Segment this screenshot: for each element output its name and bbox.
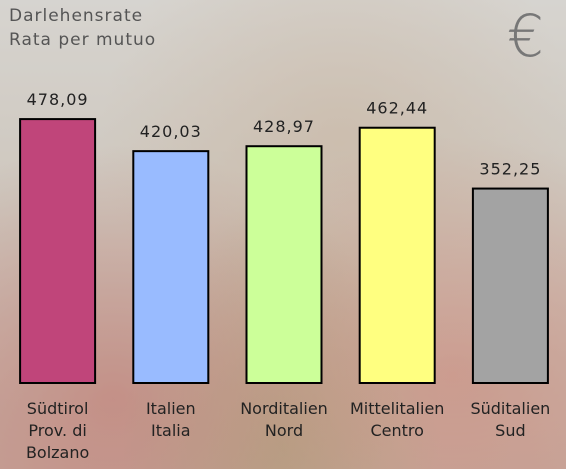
x-tick-label: Mittelitalien Centro — [339, 398, 456, 442]
bar — [360, 128, 435, 383]
x-tick-label: Norditalien Nord — [226, 398, 343, 442]
x-tick-label: Süditalien Sud — [452, 398, 566, 442]
annotation: € — [507, 2, 544, 70]
value-label: 352,25 — [479, 160, 541, 179]
chart: Darlehensrate Rata per mutuo € 478,09 420… — [0, 0, 566, 469]
chart-subtitle: Rata per mutuo — [9, 30, 156, 50]
bar — [20, 119, 95, 383]
value-label: 420,03 — [140, 122, 202, 141]
value-label: 478,09 — [27, 90, 89, 109]
bar — [473, 189, 548, 383]
chart-title: Darlehensrate — [9, 6, 143, 26]
bar — [133, 151, 208, 383]
x-tick-label: Südtirol Prov. di Bolzano — [0, 398, 116, 464]
bar — [247, 146, 322, 383]
value-label: 462,44 — [366, 99, 428, 118]
x-tick-label: Italien Italia — [112, 398, 229, 442]
value-label: 428,97 — [253, 117, 315, 136]
